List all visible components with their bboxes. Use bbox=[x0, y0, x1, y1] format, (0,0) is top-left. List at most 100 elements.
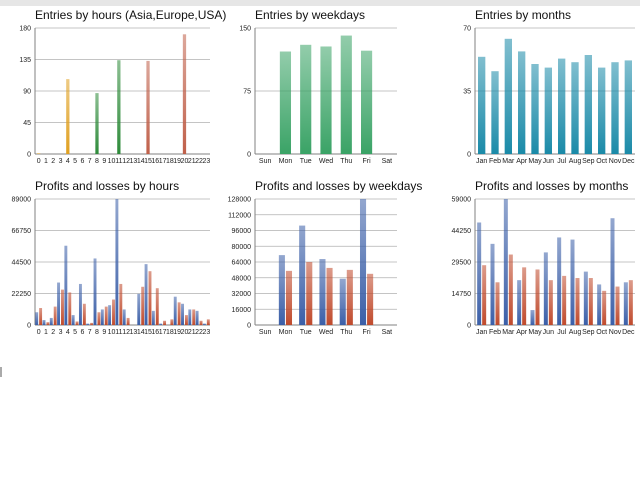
x-tick-label: 3 bbox=[59, 329, 63, 336]
bar-profit bbox=[42, 320, 46, 325]
x-tick-label: 20 bbox=[181, 329, 189, 336]
x-tick-label: Wed bbox=[319, 329, 333, 336]
x-tick-label: Jun bbox=[543, 158, 554, 165]
y-tick-label: 180 bbox=[19, 26, 31, 33]
bar-profit bbox=[115, 199, 119, 325]
x-tick-label: 19 bbox=[173, 329, 181, 336]
bar-profit bbox=[517, 280, 522, 325]
bar-loss bbox=[170, 319, 174, 325]
x-tick-label: 18 bbox=[166, 329, 174, 336]
x-tick-label: Tue bbox=[300, 329, 312, 336]
chart-title: Entries by weekdays bbox=[255, 8, 366, 22]
x-tick-label: Fri bbox=[362, 329, 371, 336]
bar-europe bbox=[117, 60, 121, 155]
bar-profit bbox=[122, 309, 126, 325]
x-tick-label: Jul bbox=[557, 329, 566, 336]
bar bbox=[504, 38, 512, 154]
bar-profit bbox=[319, 259, 326, 325]
x-tick-label: 21 bbox=[188, 329, 196, 336]
x-tick-label: 11 bbox=[115, 329, 122, 336]
entries-by-weekdays-chart: 0 75 150 Sun Mon Tue Wed Thu Fri Sat bbox=[239, 26, 397, 165]
y-tick-label: 0 bbox=[27, 152, 31, 159]
x-tick-label: 0 bbox=[37, 158, 41, 165]
profits-by-months-chart: 0 14750 29500 44250 59000 Jan Feb Mar Apr May Jun J… bbox=[452, 197, 636, 337]
y-tick-label: 32000 bbox=[232, 291, 252, 298]
bar-loss bbox=[112, 299, 115, 325]
x-tick-label: 4 bbox=[66, 158, 70, 165]
window-top-strip bbox=[0, 0, 640, 6]
y-tick-label: 135 bbox=[19, 57, 31, 64]
x-tick-label: 10 bbox=[108, 329, 116, 336]
bar-profit bbox=[71, 315, 75, 325]
bar-loss bbox=[575, 278, 580, 325]
bar-loss bbox=[602, 290, 607, 325]
bar-loss bbox=[346, 269, 353, 325]
bar-profit bbox=[490, 243, 495, 325]
bar-loss bbox=[206, 319, 210, 325]
y-tick-label: 112000 bbox=[228, 212, 251, 219]
bar-profit bbox=[278, 255, 285, 325]
x-tick-label: 12 bbox=[122, 158, 130, 165]
x-tick-label: May bbox=[528, 329, 542, 336]
y-tick-label: 44500 bbox=[12, 260, 32, 267]
bar-loss bbox=[177, 302, 181, 325]
x-tick-label: Feb bbox=[489, 158, 501, 165]
bar-profit bbox=[86, 323, 90, 325]
bar-europe bbox=[95, 93, 99, 154]
x-tick-label: Nov bbox=[609, 158, 622, 165]
chart-title: Profits and losses by weekdays bbox=[255, 179, 423, 193]
bar bbox=[320, 46, 332, 155]
x-tick-label: Sat bbox=[382, 158, 393, 165]
bar-loss bbox=[39, 308, 43, 325]
x-tick-label: Dec bbox=[622, 158, 635, 165]
x-tick-label: 1 bbox=[44, 329, 48, 336]
bar-profit bbox=[623, 282, 628, 325]
bar-profit bbox=[49, 317, 53, 325]
y-tick-label: 0 bbox=[247, 152, 251, 159]
x-tick-label: Apr bbox=[516, 329, 528, 336]
bar-loss bbox=[75, 321, 79, 325]
bar-loss bbox=[306, 262, 313, 325]
x-tick-label: 4 bbox=[66, 329, 70, 336]
x-tick-label: 1 bbox=[44, 158, 48, 165]
y-tick-label: 59000 bbox=[452, 197, 472, 204]
bar-profit bbox=[530, 310, 535, 325]
x-tick-label: Feb bbox=[489, 329, 501, 336]
bar-profit bbox=[78, 283, 82, 325]
bar-loss bbox=[97, 312, 101, 325]
x-tick-label: 16 bbox=[151, 329, 159, 336]
y-tick-label: 14750 bbox=[452, 291, 472, 298]
bar-profit bbox=[202, 323, 206, 325]
y-tick-label: 64000 bbox=[232, 260, 252, 267]
x-tick-label: Thu bbox=[340, 158, 352, 165]
y-tick-label: 128000 bbox=[228, 197, 251, 204]
bar-loss bbox=[562, 275, 567, 325]
bar-loss bbox=[148, 271, 152, 325]
bar-loss bbox=[535, 269, 540, 325]
chart-title: Profits and losses by hours bbox=[35, 179, 180, 193]
bar bbox=[360, 50, 373, 154]
bar-profit bbox=[100, 309, 104, 325]
x-tick-label: Sep bbox=[582, 158, 595, 165]
bar-profit bbox=[159, 323, 163, 325]
bar-loss bbox=[367, 273, 374, 325]
bar-profit bbox=[137, 293, 141, 325]
x-tick-label: 6 bbox=[80, 158, 84, 165]
bar-loss bbox=[155, 288, 159, 325]
x-tick-label: Sep bbox=[582, 329, 595, 336]
x-tick-label: 14 bbox=[137, 158, 145, 165]
bar-profit bbox=[93, 258, 97, 325]
x-tick-label: 19 bbox=[173, 158, 181, 165]
y-tick-label: 22250 bbox=[12, 291, 32, 298]
bar-loss bbox=[68, 292, 72, 325]
y-tick-label: 75 bbox=[243, 89, 251, 96]
x-tick-label: Sun bbox=[259, 158, 272, 165]
y-tick-label: 0 bbox=[247, 323, 251, 330]
y-tick-label: 0 bbox=[467, 152, 471, 159]
x-tick-label: 17 bbox=[159, 329, 167, 336]
bar-profit bbox=[181, 303, 184, 325]
bar-loss bbox=[508, 254, 513, 325]
y-tick-label: 0 bbox=[27, 323, 31, 330]
x-tick-label: 15 bbox=[144, 329, 152, 336]
bar bbox=[544, 67, 552, 154]
